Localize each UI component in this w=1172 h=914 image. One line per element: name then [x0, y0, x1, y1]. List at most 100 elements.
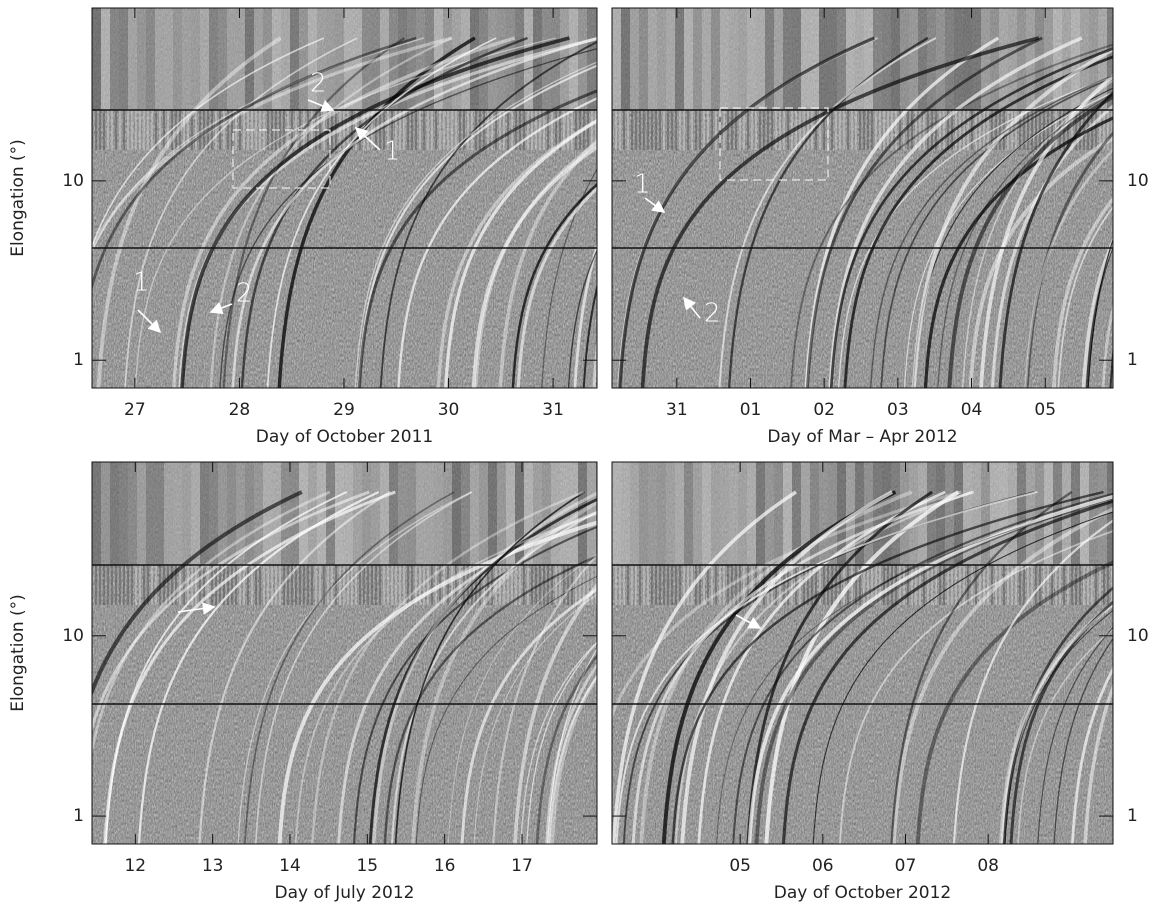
column: [774, 8, 783, 110]
column: [882, 8, 891, 110]
annotation: 2: [310, 69, 327, 99]
column: [657, 462, 666, 565]
column: [479, 462, 488, 565]
column: [900, 8, 909, 110]
x-tick-label: 31: [542, 400, 564, 420]
column: [173, 8, 182, 110]
x-tick-label: 29: [333, 400, 355, 420]
column: [639, 8, 648, 110]
x-tick-label: 08: [977, 856, 999, 876]
column: [648, 462, 657, 565]
column: [425, 8, 434, 110]
column: [335, 8, 344, 110]
y-tick-label: 1: [73, 806, 84, 826]
j-map: [612, 8, 1172, 393]
column: [1008, 462, 1017, 565]
column: [128, 8, 137, 110]
j-map: [586, 462, 1172, 849]
column: [621, 8, 630, 110]
x-tick-label: 07: [895, 856, 917, 876]
column: [972, 462, 981, 565]
annotation: 1: [384, 137, 401, 167]
column: [990, 8, 999, 110]
column: [738, 462, 747, 565]
column: [164, 8, 173, 110]
column: [92, 462, 101, 565]
annotation: 2: [236, 279, 253, 309]
column: [909, 8, 918, 110]
column: [693, 8, 702, 110]
x-tick-label: 28: [229, 400, 251, 420]
annotation: 1: [133, 268, 150, 298]
x-axis-label: Day of October 2011: [256, 427, 433, 447]
column: [1026, 462, 1035, 565]
y-axis-label: Elongation (°): [8, 594, 28, 712]
column: [290, 462, 299, 565]
x-axis-label: Day of July 2012: [274, 883, 414, 903]
column: [729, 8, 738, 110]
column: [227, 8, 236, 110]
column: [1080, 462, 1089, 565]
column: [182, 462, 191, 565]
column: [720, 8, 729, 110]
column: [164, 462, 173, 565]
column: [542, 8, 551, 110]
column: [612, 8, 621, 110]
column: [684, 8, 693, 110]
column: [146, 8, 155, 110]
column: [389, 462, 398, 565]
x-tick-label: 13: [202, 856, 224, 876]
column: [756, 8, 765, 110]
column: [218, 8, 227, 110]
x-tick-label: 31: [666, 400, 688, 420]
column: [711, 8, 720, 110]
x-tick-label: 15: [356, 856, 378, 876]
column: [290, 8, 299, 110]
column: [191, 462, 200, 565]
column: [137, 462, 146, 565]
column: [648, 8, 657, 110]
column: [657, 8, 666, 110]
column: [182, 8, 191, 110]
annotation: 1: [634, 170, 651, 200]
x-axis-label: Day of October 2012: [774, 883, 951, 903]
x-tick-label: 01: [740, 400, 762, 420]
column: [155, 462, 164, 565]
column: [666, 462, 675, 565]
column: [488, 462, 497, 565]
y-tick-label: 10: [62, 171, 84, 191]
y-tick-label: 10: [62, 626, 84, 646]
x-tick-label: 05: [729, 856, 751, 876]
column: [873, 8, 882, 110]
column: [801, 8, 810, 110]
column: [407, 462, 416, 565]
column: [299, 8, 308, 110]
panels: 2728293031110Day of October 2011Elongati…: [8, 8, 1172, 903]
column: [747, 462, 756, 565]
column: [569, 8, 578, 110]
column: [936, 462, 945, 565]
y-tick-label: 10: [1127, 171, 1149, 191]
x-tick-label: 27: [124, 400, 146, 420]
column: [702, 462, 711, 565]
column: [479, 8, 488, 110]
x-tick-label: 17: [511, 856, 533, 876]
column: [119, 462, 128, 565]
column: [236, 8, 245, 110]
y-tick-label: 1: [1127, 806, 1138, 826]
column: [711, 462, 720, 565]
column: [227, 462, 236, 565]
annotation: 2: [704, 299, 721, 329]
y-tick-label: 1: [73, 350, 84, 370]
column: [1089, 462, 1098, 565]
column: [621, 462, 630, 565]
x-tick-label: 03: [887, 400, 909, 420]
column: [684, 462, 693, 565]
column: [702, 8, 711, 110]
column: [639, 462, 648, 565]
y-tick-label: 1: [1127, 350, 1138, 370]
column: [443, 462, 452, 565]
column: [92, 8, 101, 110]
x-tick-label: 04: [961, 400, 983, 420]
column: [990, 462, 999, 565]
